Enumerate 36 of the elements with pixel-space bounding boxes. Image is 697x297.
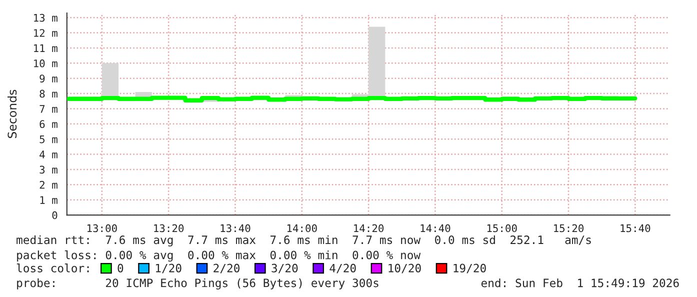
x-tick-label: 14:20 — [354, 224, 384, 232]
legend-title: loss color: — [16, 264, 89, 272]
text: probe: 20 ICMP Echo Pings (56 Bytes) every 300s — [17, 278, 378, 290]
x-tick-label: 15:20 — [554, 224, 584, 232]
y-tick-label: 3 m — [40, 166, 58, 174]
legend-label: 1/20 — [156, 264, 182, 274]
y-tick-label: 13 m — [34, 14, 58, 22]
legend-label: 2/20 — [214, 264, 240, 274]
y-tick-label: 8 m — [40, 90, 58, 98]
y-tick-label: 7 m — [40, 105, 58, 113]
x-tick-label: 14:40 — [420, 224, 450, 232]
text: end: Sun Feb 1 15:49:19 2026 — [481, 278, 679, 288]
x-tick-label: 14:00 — [287, 224, 317, 232]
y-tick-label: 2 m — [40, 180, 58, 189]
legend-label: 3/20 — [272, 264, 298, 274]
y-tick-label: 0 — [52, 211, 58, 220]
y-tick-label: 4 m — [40, 150, 58, 158]
text: packet loss: 0.00 % avg 0.00 % max 0.00 % min 0.00 % now — [17, 250, 421, 262]
y-tick-label: 1 m — [40, 196, 58, 204]
y-tick-label: 11 m — [34, 44, 58, 52]
y-tick-label: 12 m — [34, 29, 58, 37]
y-axis-title: Seconds — [7, 90, 17, 138]
legend-label: 10/20 — [388, 264, 421, 274]
legend-label: 19/20 — [454, 264, 486, 274]
text: median rtt: 7.6 ms avg 7.7 ms max 7.6 ms min 7.7 ms now 0.0 ms sd 252.1 am/s — [16, 235, 591, 246]
legend-label: 0 — [118, 264, 124, 272]
x-tick-label: 13:20 — [154, 224, 184, 232]
legend-label: 4/20 — [330, 264, 356, 274]
y-tick-label: 10 m — [34, 59, 58, 68]
y-tick-label: 5 m — [40, 135, 58, 144]
x-tick-label: 13:40 — [220, 224, 250, 232]
x-tick-label: 15:00 — [487, 224, 517, 232]
x-tick-label: 15:40 — [620, 224, 650, 232]
y-tick-label: 9 m — [40, 74, 58, 82]
x-tick-label: 13:00 — [87, 224, 117, 232]
y-tick-label: 6 m — [40, 120, 58, 128]
